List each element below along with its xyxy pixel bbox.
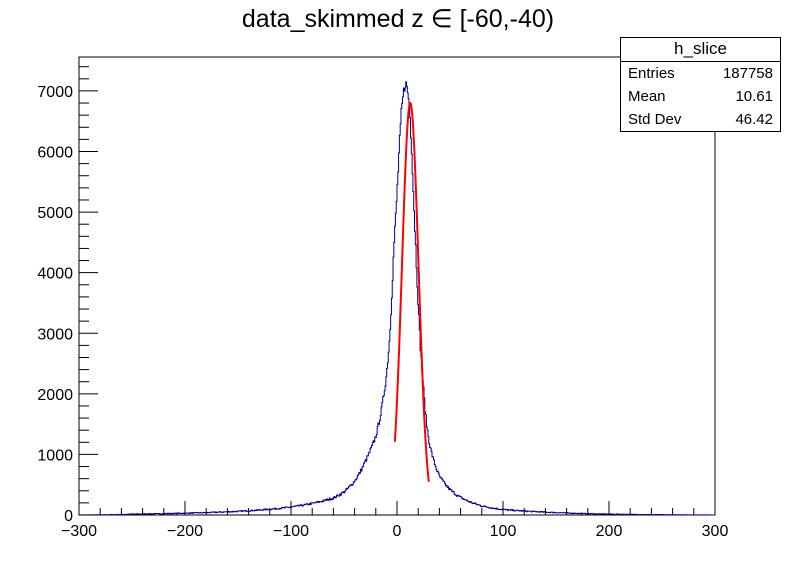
stats-stddev-label: Std Dev bbox=[628, 111, 682, 128]
stats-row-mean: Mean 10.61 bbox=[621, 85, 780, 108]
x-tick-label: 100 bbox=[490, 523, 517, 540]
y-tick-label: 6000 bbox=[37, 145, 73, 162]
y-tick-label: 1000 bbox=[37, 447, 73, 464]
y-tick-label: 3000 bbox=[37, 326, 73, 343]
y-tick-label: 7000 bbox=[37, 84, 73, 101]
stats-box-title: h_slice bbox=[621, 38, 780, 62]
x-tick-label: −300 bbox=[61, 523, 97, 540]
x-tick-label: −100 bbox=[273, 523, 309, 540]
stats-entries-value: 187758 bbox=[722, 65, 773, 82]
stats-stddev-value: 46.42 bbox=[735, 111, 773, 128]
x-tick-label: 300 bbox=[702, 523, 729, 540]
y-tick-label: 2000 bbox=[37, 387, 73, 404]
histogram-line bbox=[79, 81, 716, 516]
x-tick-label: 200 bbox=[596, 523, 623, 540]
stats-row-stddev: Std Dev 46.42 bbox=[621, 108, 780, 131]
stats-entries-label: Entries bbox=[628, 65, 675, 82]
y-tick-label: 5000 bbox=[37, 205, 73, 222]
y-tick-label: 4000 bbox=[37, 266, 73, 283]
stats-box: h_slice Entries 187758 Mean 10.61 Std De… bbox=[620, 37, 781, 132]
x-tick-label: −200 bbox=[167, 523, 203, 540]
stats-row-entries: Entries 187758 bbox=[621, 62, 780, 85]
stats-mean-label: Mean bbox=[628, 88, 666, 105]
chart-title: data_skimmed z ∈ [-60,-40) bbox=[241, 5, 555, 33]
y-tick-label: 0 bbox=[64, 508, 73, 525]
fit-curve bbox=[393, 101, 430, 482]
stats-mean-value: 10.61 bbox=[735, 88, 773, 105]
x-tick-label: 0 bbox=[393, 523, 402, 540]
